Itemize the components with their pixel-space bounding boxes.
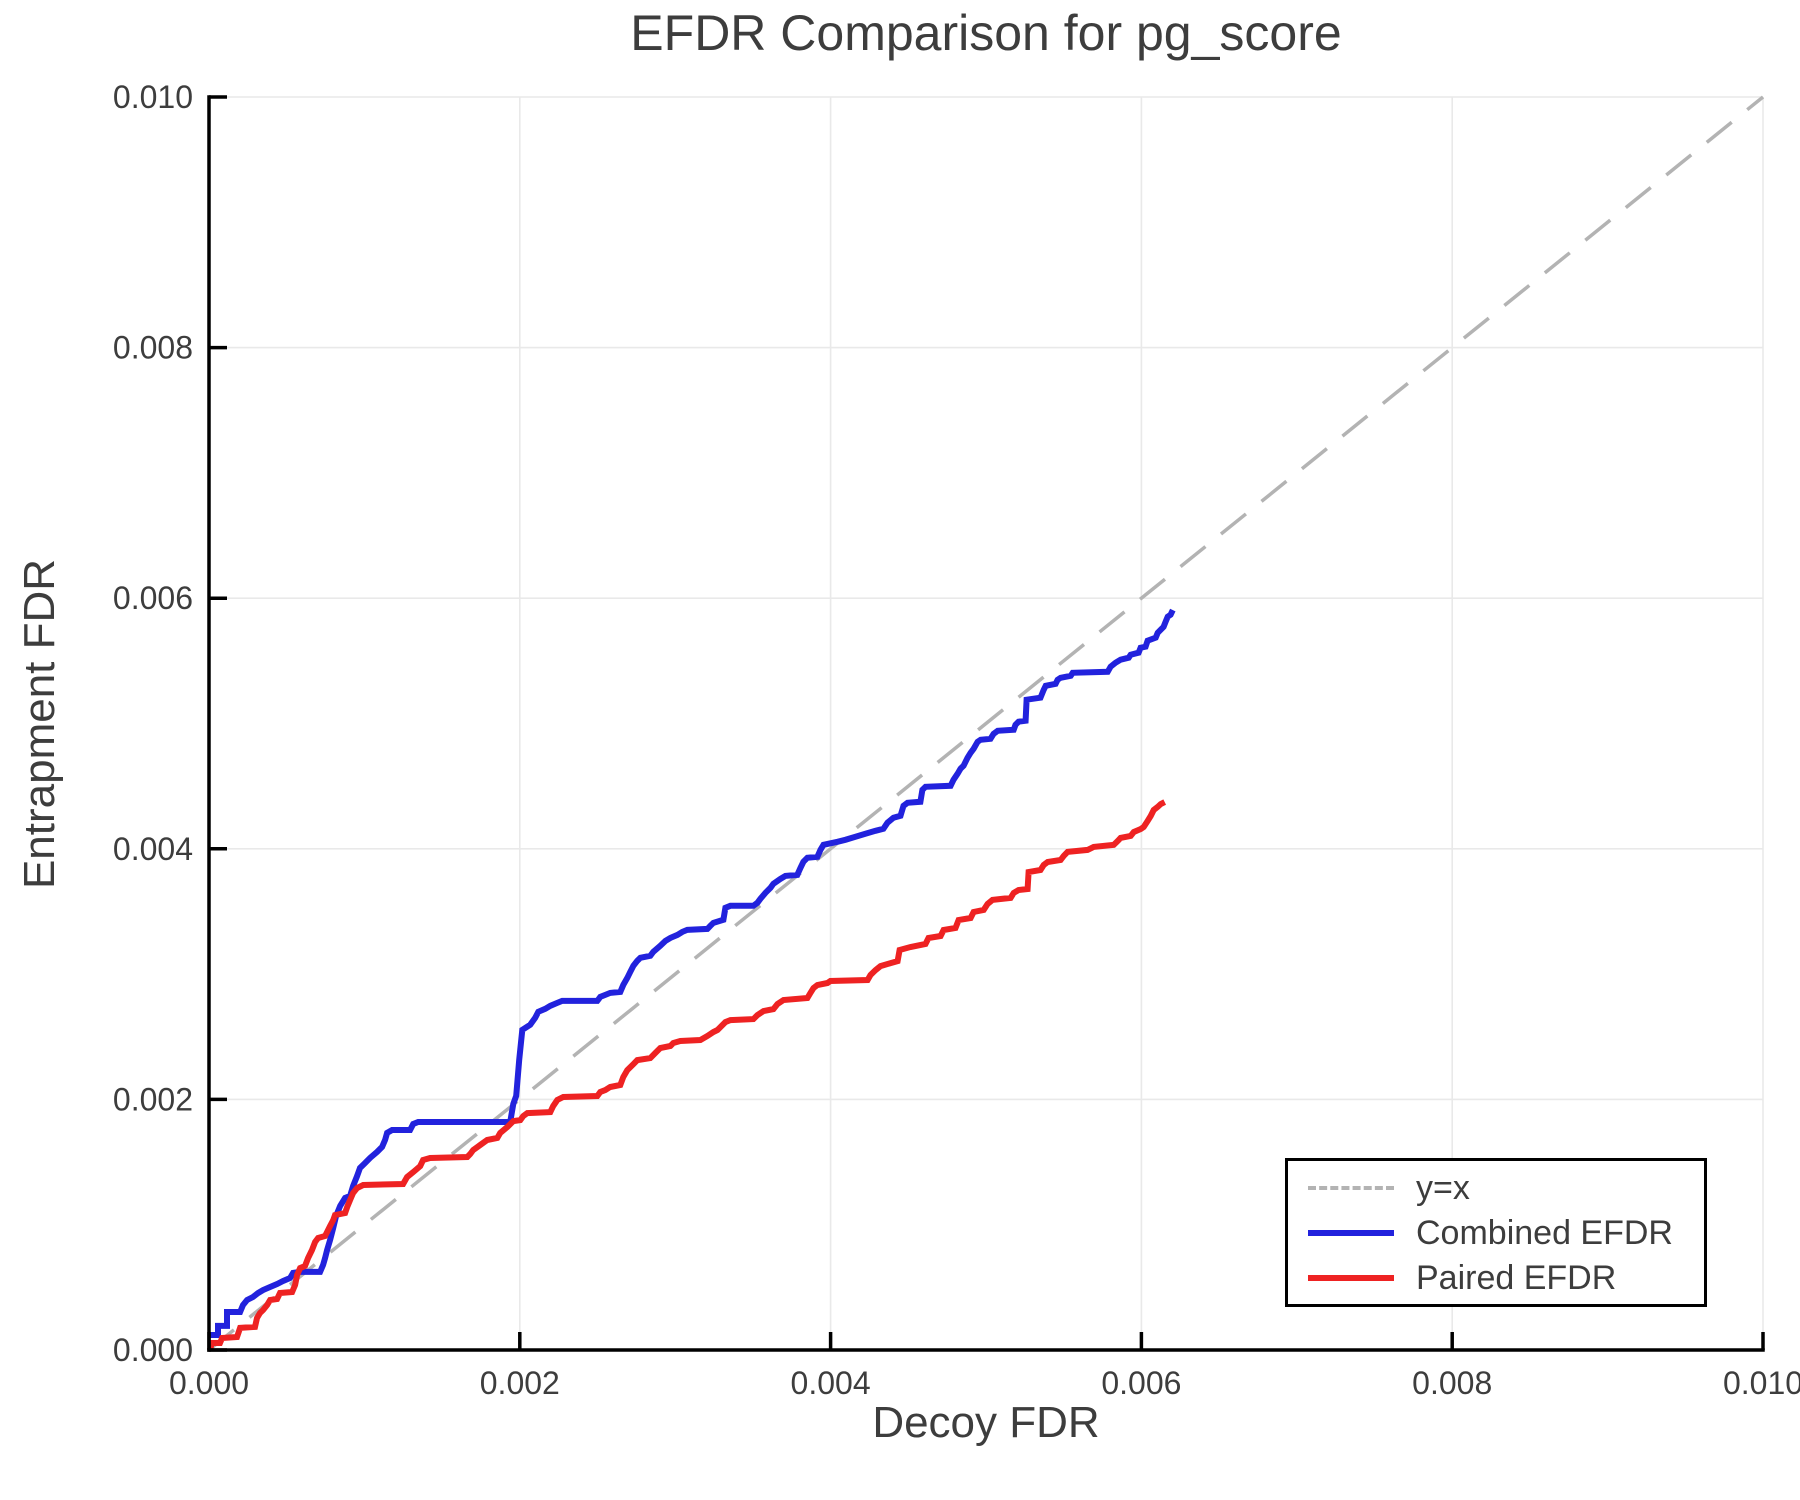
y-tick-label: 0.010	[113, 79, 193, 115]
legend-label-y-x: y=x	[1416, 1168, 1470, 1207]
legend-label-combined-efdr: Combined EFDR	[1416, 1213, 1673, 1252]
y-tick-label: 0.006	[113, 580, 193, 616]
red-line-sample	[1308, 1274, 1394, 1281]
x-tick-labels: 0.000 0.002 0.004 0.006 0.008 0.010	[169, 1365, 1800, 1401]
x-axis-label: Decoy FDR	[872, 1398, 1100, 1447]
x-tick-label: 0.008	[1412, 1365, 1492, 1401]
x-tick-label: 0.000	[169, 1365, 249, 1401]
y-axis-label: Entrapment FDR	[15, 558, 64, 890]
y-tick-label: 0.004	[113, 831, 193, 867]
tick-marks	[207, 95, 1765, 1352]
chart-title: EFDR Comparison for pg_score	[630, 5, 1342, 61]
y-tick-label: 0.008	[113, 330, 193, 366]
series-combined-efdr	[209, 608, 1176, 1338]
y-gridlines	[209, 96, 1763, 1101]
x-tick-label: 0.010	[1723, 1365, 1800, 1401]
legend-item-paired-efdr: Paired EFDR	[1308, 1258, 1704, 1298]
axis-spines	[207, 95, 1765, 1352]
legend-label-paired-efdr: Paired EFDR	[1416, 1258, 1617, 1297]
series-paired-efdr	[207, 799, 1167, 1351]
dashed-line-sample	[1308, 1185, 1394, 1190]
x-tick-label: 0.004	[791, 1365, 871, 1401]
x-gridlines	[518, 97, 1764, 1350]
legend: y=x Combined EFDR Paired EFDR	[1285, 1158, 1707, 1307]
y-tick-labels: 0.000 0.002 0.004 0.006 0.008 0.010	[113, 79, 193, 1368]
x-tick-label: 0.002	[480, 1365, 560, 1401]
x-tick-label: 0.006	[1101, 1365, 1181, 1401]
y-tick-label: 0.000	[113, 1332, 193, 1368]
series-y-x	[207, 95, 1765, 1352]
legend-item-y-x: y=x	[1308, 1168, 1704, 1208]
blue-line-sample	[1308, 1229, 1394, 1236]
legend-item-combined-efdr: Combined EFDR	[1308, 1213, 1704, 1253]
y-tick-label: 0.002	[113, 1081, 193, 1117]
